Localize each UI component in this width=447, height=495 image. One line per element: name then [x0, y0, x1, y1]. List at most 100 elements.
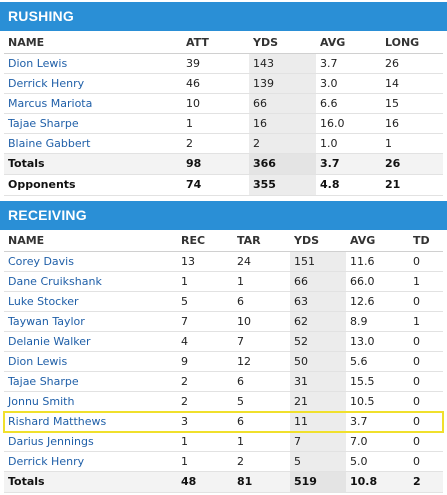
- player-link[interactable]: Jonnu Smith: [4, 391, 177, 412]
- receiving-col-avg[interactable]: AVG: [346, 231, 409, 252]
- rushing-col-name[interactable]: NAME: [4, 33, 182, 54]
- stat-yds: 143: [249, 53, 316, 74]
- stat-tar: 5: [233, 391, 290, 412]
- player-link[interactable]: Darius Jennings: [4, 431, 177, 452]
- player-link[interactable]: Dion Lewis: [4, 351, 177, 372]
- stat-rec: 5: [177, 291, 233, 312]
- stat-td: 1: [409, 311, 443, 332]
- receiving-col-rec[interactable]: REC: [177, 231, 233, 252]
- stat-att: 39: [182, 53, 249, 74]
- stat-td: 0: [409, 251, 443, 272]
- table-row: Corey Davis 13 24 151 11.6 0: [4, 251, 443, 272]
- stat-td: 0: [409, 291, 443, 312]
- stat-avg: 1.0: [316, 133, 381, 154]
- stat-att: 10: [182, 93, 249, 114]
- stat-yds: 7: [290, 431, 346, 452]
- stat-avg: 66.0: [346, 271, 409, 292]
- player-link[interactable]: Taywan Taylor: [4, 311, 177, 332]
- stat-rec: 2: [177, 391, 233, 412]
- player-link[interactable]: Derrick Henry: [4, 451, 177, 472]
- stat-tar: 12: [233, 351, 290, 372]
- player-link[interactable]: Corey Davis: [4, 251, 177, 272]
- rushing-col-avg[interactable]: AVG: [316, 33, 381, 54]
- stat-rec: 1: [177, 451, 233, 472]
- table-row: Tajae Sharpe 2 6 31 15.5 0: [4, 371, 443, 392]
- player-link[interactable]: Rishard Matthews: [4, 411, 177, 432]
- receiving-table: NAME REC TAR YDS AVG TD Corey Davis 13 2…: [4, 231, 443, 493]
- table-row: Tajae Sharpe 1 16 16.0 16: [4, 113, 443, 134]
- receiving-col-yds[interactable]: YDS: [290, 231, 346, 252]
- stat-yds: 66: [249, 93, 316, 114]
- stat-long: 14: [381, 73, 443, 94]
- rushing-col-att[interactable]: ATT: [182, 33, 249, 54]
- stat-td: 0: [409, 451, 443, 472]
- player-link[interactable]: Delanie Walker: [4, 331, 177, 352]
- stat-avg: 5.0: [346, 451, 409, 472]
- stat-tar: 24: [233, 251, 290, 272]
- stat-yds: 366: [249, 153, 316, 175]
- stat-td: 0: [409, 371, 443, 392]
- stat-tar: 10: [233, 311, 290, 332]
- player-link[interactable]: Derrick Henry: [4, 73, 182, 94]
- table-row: Luke Stocker 5 6 63 12.6 0: [4, 291, 443, 312]
- totals-label: Totals: [4, 471, 177, 493]
- rushing-col-yds[interactable]: YDS: [249, 33, 316, 54]
- stat-yds: 66: [290, 271, 346, 292]
- stat-rec: 4: [177, 331, 233, 352]
- player-link[interactable]: Dion Lewis: [4, 53, 182, 74]
- receiving-col-name[interactable]: NAME: [4, 231, 177, 252]
- stat-rec: 7: [177, 311, 233, 332]
- stat-tar: 1: [233, 431, 290, 452]
- stat-rec: 3: [177, 411, 233, 432]
- receiving-col-td[interactable]: TD: [409, 231, 443, 252]
- stat-att: 1: [182, 113, 249, 134]
- player-link[interactable]: Tajae Sharpe: [4, 371, 177, 392]
- stat-avg: 4.8: [316, 174, 381, 196]
- stat-att: 2: [182, 133, 249, 154]
- stat-long: 15: [381, 93, 443, 114]
- table-row: Delanie Walker 4 7 52 13.0 0: [4, 331, 443, 352]
- stat-tar: 6: [233, 411, 290, 432]
- stat-rec: 1: [177, 431, 233, 452]
- player-link[interactable]: Tajae Sharpe: [4, 113, 182, 134]
- stat-td: 1: [409, 271, 443, 292]
- stat-yds: 31: [290, 371, 346, 392]
- stat-tar: 7: [233, 331, 290, 352]
- receiving-section-title: RECEIVING: [0, 201, 447, 230]
- receiving-header-row: NAME REC TAR YDS AVG TD: [4, 231, 443, 252]
- stat-yds: 16: [249, 113, 316, 134]
- receiving-col-tar[interactable]: TAR: [233, 231, 290, 252]
- player-link[interactable]: Marcus Mariota: [4, 93, 182, 114]
- rushing-header-row: NAME ATT YDS AVG LONG: [4, 33, 443, 54]
- stat-td: 2: [409, 471, 443, 493]
- stat-avg: 3.7: [316, 53, 381, 74]
- stat-avg: 15.5: [346, 371, 409, 392]
- stat-avg: 8.9: [346, 311, 409, 332]
- stat-avg: 3.7: [346, 411, 409, 432]
- receiving-totals-row: Totals 48 81 519 10.8 2: [4, 471, 443, 493]
- stat-td: 0: [409, 411, 443, 432]
- stat-att: 74: [182, 174, 249, 196]
- stat-long: 1: [381, 133, 443, 154]
- table-row: Jonnu Smith 2 5 21 10.5 0: [4, 391, 443, 412]
- stat-td: 0: [409, 431, 443, 452]
- player-link[interactable]: Blaine Gabbert: [4, 133, 182, 154]
- table-row: Dion Lewis 39 143 3.7 26: [4, 53, 443, 74]
- stat-yds: 52: [290, 331, 346, 352]
- table-row: Taywan Taylor 7 10 62 8.9 1: [4, 311, 443, 332]
- stat-yds: 50: [290, 351, 346, 372]
- player-link[interactable]: Dane Cruikshank: [4, 271, 177, 292]
- stat-att: 98: [182, 153, 249, 175]
- stat-yds: 519: [290, 471, 346, 493]
- stat-avg: 13.0: [346, 331, 409, 352]
- stat-avg: 3.0: [316, 73, 381, 94]
- stat-yds: 2: [249, 133, 316, 154]
- stat-long: 21: [381, 174, 443, 196]
- player-link[interactable]: Luke Stocker: [4, 291, 177, 312]
- stat-yds: 62: [290, 311, 346, 332]
- rushing-col-long[interactable]: LONG: [381, 33, 443, 54]
- table-row: Derrick Henry 46 139 3.0 14: [4, 73, 443, 94]
- stat-tar: 2: [233, 451, 290, 472]
- stat-yds: 21: [290, 391, 346, 412]
- stat-yds: 355: [249, 174, 316, 196]
